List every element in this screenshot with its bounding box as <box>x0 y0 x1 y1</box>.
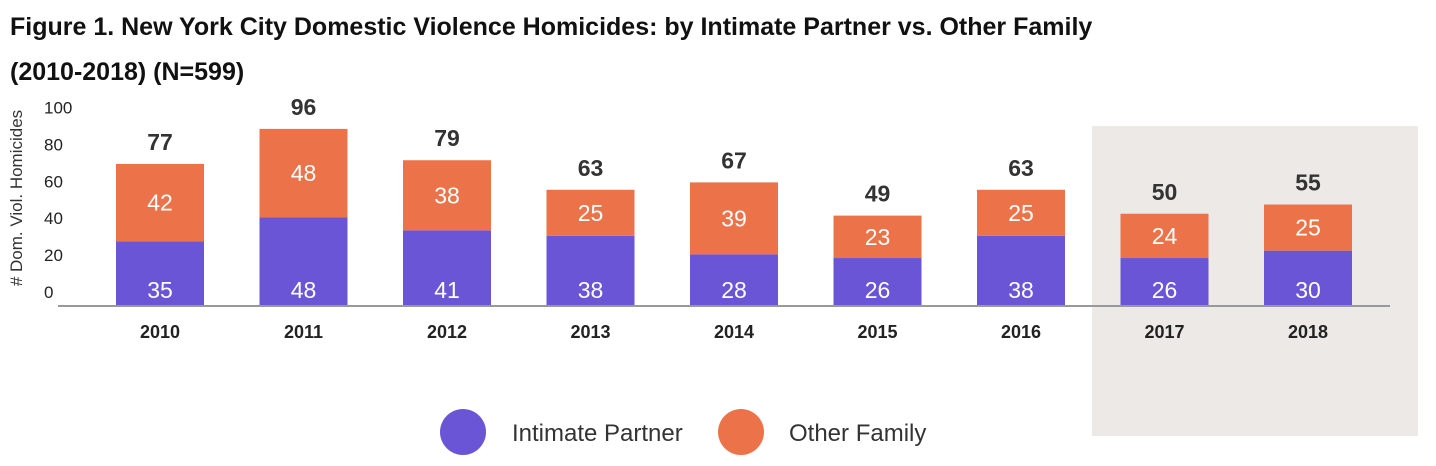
x-tick-label: 2017 <box>1144 322 1184 342</box>
bar-segment-other-family <box>833 215 922 259</box>
bar-segment-value-label: 23 <box>865 224 891 250</box>
y-tick-label: 80 <box>44 135 63 154</box>
bar-segment-value-label: 42 <box>147 190 173 216</box>
bar-segment-intimate-partner <box>1120 258 1209 306</box>
x-tick-label: 2011 <box>284 322 323 342</box>
bar-total-label: 77 <box>147 129 173 155</box>
bar-segment-other-family <box>690 182 778 255</box>
bar-segment-value-label: 25 <box>1008 200 1034 226</box>
y-tick-label: 100 <box>44 99 72 118</box>
bar-segment-value-label: 48 <box>291 160 317 186</box>
bar-total-label: 55 <box>1295 170 1321 196</box>
bar-segment-value-label: 26 <box>1152 277 1178 303</box>
legend: Intimate Partner Other Family <box>440 409 926 455</box>
bar-segment-value-label: 35 <box>147 277 173 303</box>
bar-segment-value-label: 25 <box>1295 215 1321 241</box>
bar-total-label: 50 <box>1152 179 1178 205</box>
chart-title-line2: (2010-2018) (N=599) <box>10 58 244 86</box>
bar-segment-value-label: 38 <box>434 182 460 208</box>
x-tick-label: 2016 <box>1001 322 1041 342</box>
bar-segment-other-family <box>977 189 1065 236</box>
legend-swatch-intimate-partner <box>440 409 486 455</box>
legend-swatch-other-family <box>718 409 764 455</box>
bar-segment-intimate-partner <box>977 235 1065 306</box>
bar-segment-value-label: 48 <box>291 277 317 303</box>
x-tick-label: 2013 <box>570 322 610 342</box>
bar-segment-intimate-partner <box>259 217 348 306</box>
bar-segment-value-label: 38 <box>1008 277 1034 303</box>
bar-total-label: 79 <box>434 125 460 151</box>
bar-segment-value-label: 39 <box>721 205 747 231</box>
bars: 35 42 77 48 48 96 41 38 79 38 25 63 28 39 67 26 23 49 38 25… <box>116 94 1352 306</box>
x-tick-label: 2014 <box>714 322 754 342</box>
y-axis-label: # Dom. Viol. Homicides <box>7 110 26 286</box>
y-tick-label: 20 <box>44 246 63 265</box>
bar-total-label: 63 <box>578 155 604 181</box>
bar-segment-other-family <box>546 189 635 236</box>
x-tick-label: 2010 <box>140 322 180 342</box>
y-tick-label: 40 <box>44 209 63 228</box>
bar-segment-intimate-partner <box>403 230 491 306</box>
y-tick-label: 60 <box>44 172 63 191</box>
legend-label-other-family: Other Family <box>789 420 926 447</box>
x-axis-ticks: 2010 2011 2012 2013 2014 2015 2016 2017 2018 <box>140 322 1328 342</box>
bar-segment-value-label: 25 <box>578 200 604 226</box>
bar-segment-other-family <box>1264 204 1352 251</box>
bar-segment-other-family <box>116 163 204 242</box>
bar-segment-value-label: 26 <box>865 277 891 303</box>
bar-segment-value-label: 38 <box>578 277 604 303</box>
y-tick-label: 0 <box>44 283 53 302</box>
bar-segment-intimate-partner <box>116 241 204 306</box>
x-tick-label: 2015 <box>857 322 897 342</box>
bar-segment-other-family <box>1120 213 1209 259</box>
bar-segment-value-label: 24 <box>1152 223 1178 249</box>
bar-total-label: 67 <box>721 147 747 173</box>
bar-segment-other-family <box>403 160 491 231</box>
bar-total-label: 49 <box>865 181 891 207</box>
x-tick-label: 2012 <box>427 322 467 342</box>
bar-segment-value-label: 28 <box>721 277 747 303</box>
bar-total-label: 96 <box>291 94 317 120</box>
bar-total-label: 63 <box>1008 155 1034 181</box>
y-axis-ticks: 0 20 40 60 80 100 <box>44 99 72 303</box>
chart-title-line1: Figure 1. New York City Domestic Violenc… <box>10 13 1092 41</box>
bar-segment-intimate-partner <box>833 258 922 306</box>
bar-segment-intimate-partner <box>1264 250 1352 306</box>
bar-segment-value-label: 41 <box>434 277 460 303</box>
bar-segment-value-label: 30 <box>1295 277 1321 303</box>
bar-segment-other-family <box>259 128 348 218</box>
x-tick-label: 2018 <box>1288 322 1328 342</box>
bar-segment-intimate-partner <box>546 235 635 306</box>
bar-segment-intimate-partner <box>690 254 778 306</box>
legend-label-intimate-partner: Intimate Partner <box>512 420 683 447</box>
